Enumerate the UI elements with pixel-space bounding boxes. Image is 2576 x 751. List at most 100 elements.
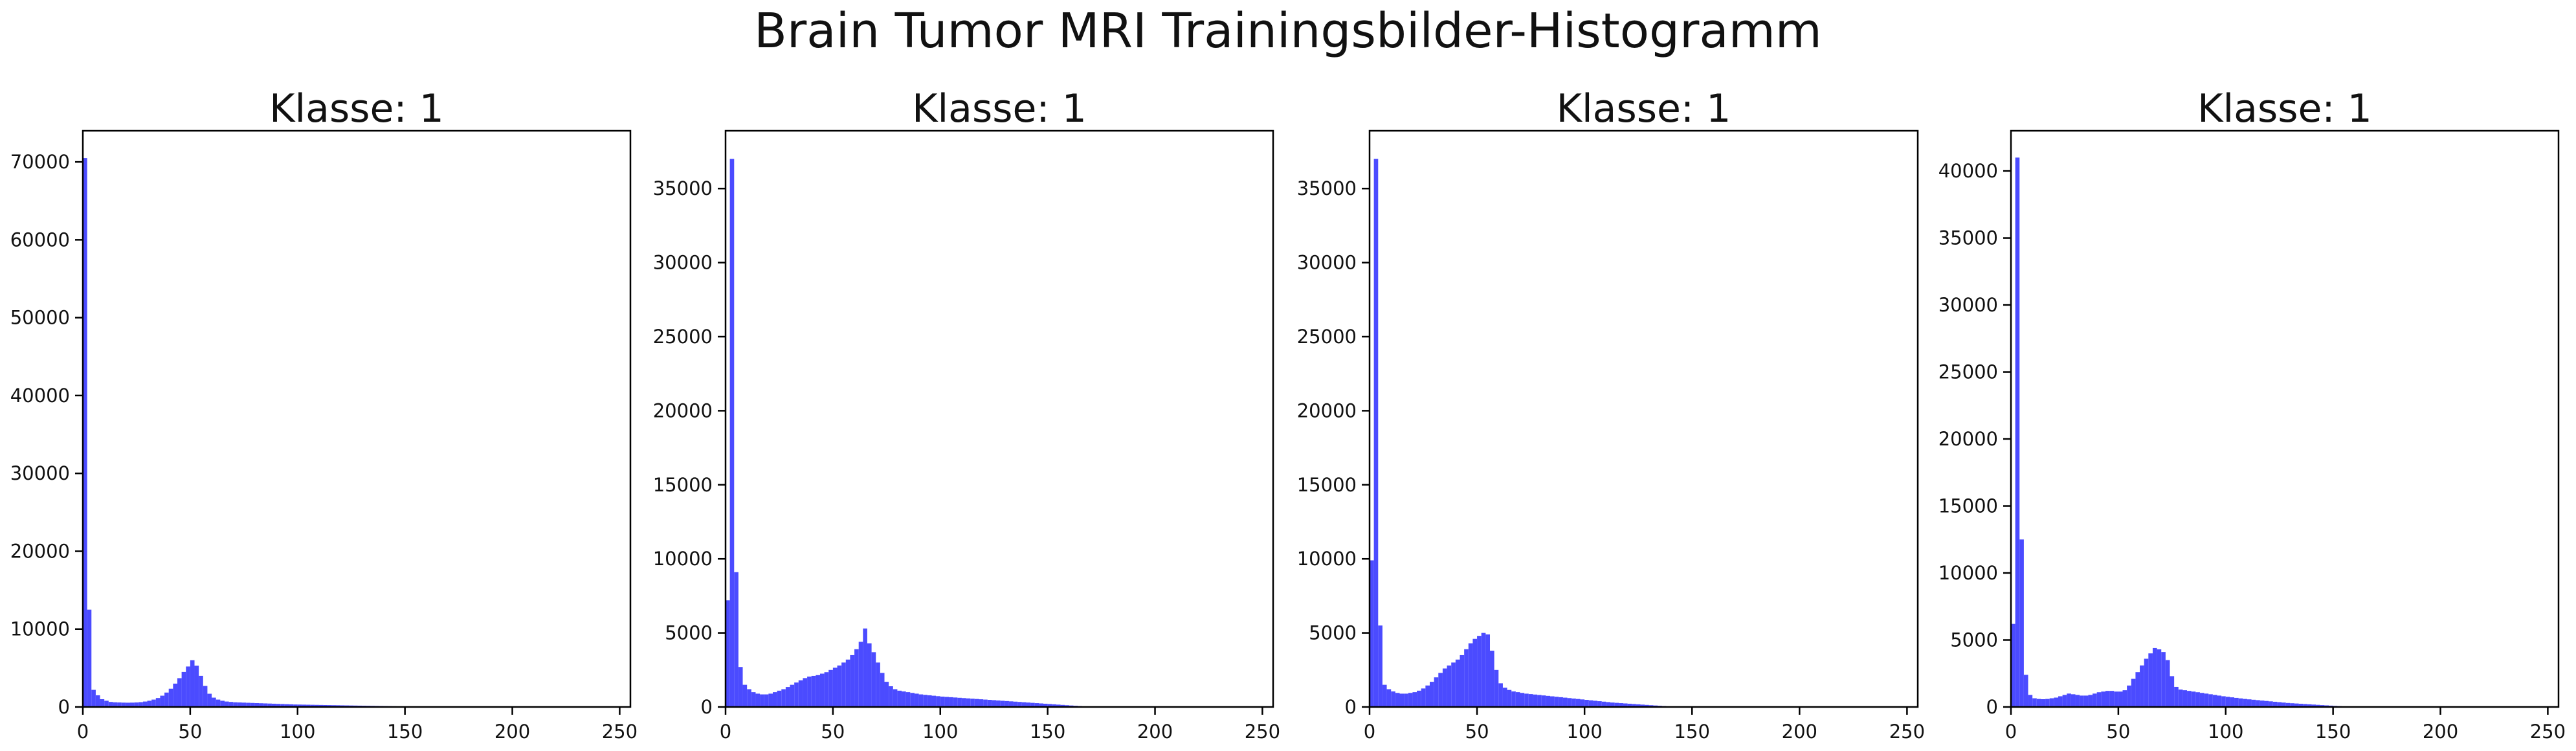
bars [1370, 159, 1701, 707]
histogram-bar [876, 662, 880, 707]
y-tick-label: 30000 [1938, 294, 1998, 316]
histogram-bar [1438, 673, 1443, 707]
y-tick-label: 0 [58, 696, 70, 718]
x-tick-label: 200 [494, 721, 530, 743]
histogram-bar [2290, 703, 2294, 707]
histogram-bar [2011, 623, 2015, 707]
histogram-bar [2045, 699, 2050, 707]
histogram-bar [1528, 694, 1533, 707]
histogram-bar [983, 699, 988, 707]
histogram-bar [1546, 695, 1551, 707]
y-tick-label: 15000 [653, 474, 713, 496]
y-tick-label: 35000 [1297, 177, 1357, 199]
histogram-bar [1373, 159, 1379, 707]
histogram-bar [1382, 684, 1387, 707]
histogram-bar [2303, 704, 2307, 707]
y-tick-label: 15000 [1938, 495, 1998, 517]
histogram-bar [323, 704, 328, 707]
histogram-bar [863, 628, 867, 707]
histogram-bar [1537, 695, 1542, 707]
y-tick-label: 20000 [653, 399, 713, 421]
histogram-bar [1481, 633, 1486, 707]
histogram-bar [957, 697, 962, 707]
histogram-bar [2148, 653, 2153, 707]
histogram-bar [2187, 691, 2192, 707]
histogram-bar [734, 572, 738, 707]
histogram-bar [871, 652, 876, 707]
histogram-bar [910, 693, 915, 707]
histogram-bar [1575, 699, 1581, 707]
histogram-bar [203, 686, 208, 707]
panel-title: Klasse: 1 [2197, 86, 2372, 131]
y-tick-label: 20000 [10, 540, 70, 562]
histogram-bar [2101, 691, 2105, 707]
histogram-bar [2195, 692, 2200, 707]
histogram-bar [241, 702, 247, 707]
histogram-bar [2238, 698, 2243, 707]
histogram-bar [2152, 647, 2157, 707]
histogram-bar [2165, 660, 2170, 707]
histogram-bar [889, 686, 893, 707]
histogram-bar [914, 693, 919, 707]
histogram-bar [1052, 704, 1056, 707]
histogram-bar [1056, 704, 1061, 707]
histogram-bar [884, 682, 889, 707]
histogram-bar [832, 667, 838, 707]
histogram-bar [1060, 704, 1065, 707]
histogram-bar [1442, 668, 1447, 707]
histogram-bar [1490, 651, 1494, 707]
histogram-bar [2083, 695, 2089, 707]
histogram-bar [966, 698, 971, 707]
histogram-bar [1026, 702, 1031, 707]
histogram-bar [2157, 649, 2162, 707]
y-tick-label: 50000 [10, 307, 70, 329]
histogram-bar [1000, 701, 1005, 707]
histogram-bar [1524, 693, 1529, 707]
histogram-bar [897, 690, 902, 707]
histogram-bar [1417, 690, 1421, 707]
histogram-bar [1593, 701, 1598, 707]
histogram-bar [2247, 699, 2252, 707]
histogram-bar [2019, 539, 2024, 707]
y-tick-label: 10000 [1297, 548, 1357, 570]
x-tick-label: 100 [922, 721, 958, 743]
histogram-bar [2260, 701, 2265, 707]
histogram-bar [2036, 699, 2041, 707]
histogram-bar [841, 662, 846, 707]
histogram-bar [992, 700, 997, 707]
x-tick-label: 250 [2530, 721, 2566, 743]
histogram-bar [905, 692, 911, 707]
histogram-bar [1502, 688, 1507, 707]
histogram-bar [250, 702, 255, 707]
histogram-bar [1005, 701, 1009, 707]
histogram-bar [880, 673, 885, 707]
histogram-bar [2075, 695, 2080, 707]
x-tick-label: 200 [1782, 721, 1817, 743]
histogram-bar [918, 694, 924, 707]
histogram-bar [1065, 705, 1069, 707]
histogram-bar [100, 699, 105, 707]
histogram-bar [271, 703, 276, 707]
histogram-bar [927, 695, 932, 707]
histogram-bar [2174, 686, 2179, 707]
y-tick-label: 70000 [10, 151, 70, 173]
histogram-bar [1378, 625, 1382, 707]
histogram-bar [1404, 693, 1408, 707]
histogram-bar [1550, 696, 1555, 707]
histogram-bar [760, 694, 764, 707]
histogram-bar [1412, 692, 1417, 707]
histogram-bar [1391, 691, 1395, 707]
axes-frame [724, 129, 1274, 708]
histogram-bar [1434, 677, 1439, 707]
histogram-bar [837, 665, 842, 707]
x-tick-label: 250 [602, 721, 638, 743]
histogram-bar [237, 702, 242, 707]
histogram-bar [742, 684, 748, 707]
histogram-bar [2067, 693, 2071, 707]
histogram-bar [91, 689, 96, 707]
histogram-bar [1606, 702, 1611, 707]
histogram-bar [798, 680, 803, 707]
histogram-bar [1017, 702, 1022, 707]
histogram-bar [147, 701, 152, 707]
histogram-bar [2109, 691, 2115, 707]
